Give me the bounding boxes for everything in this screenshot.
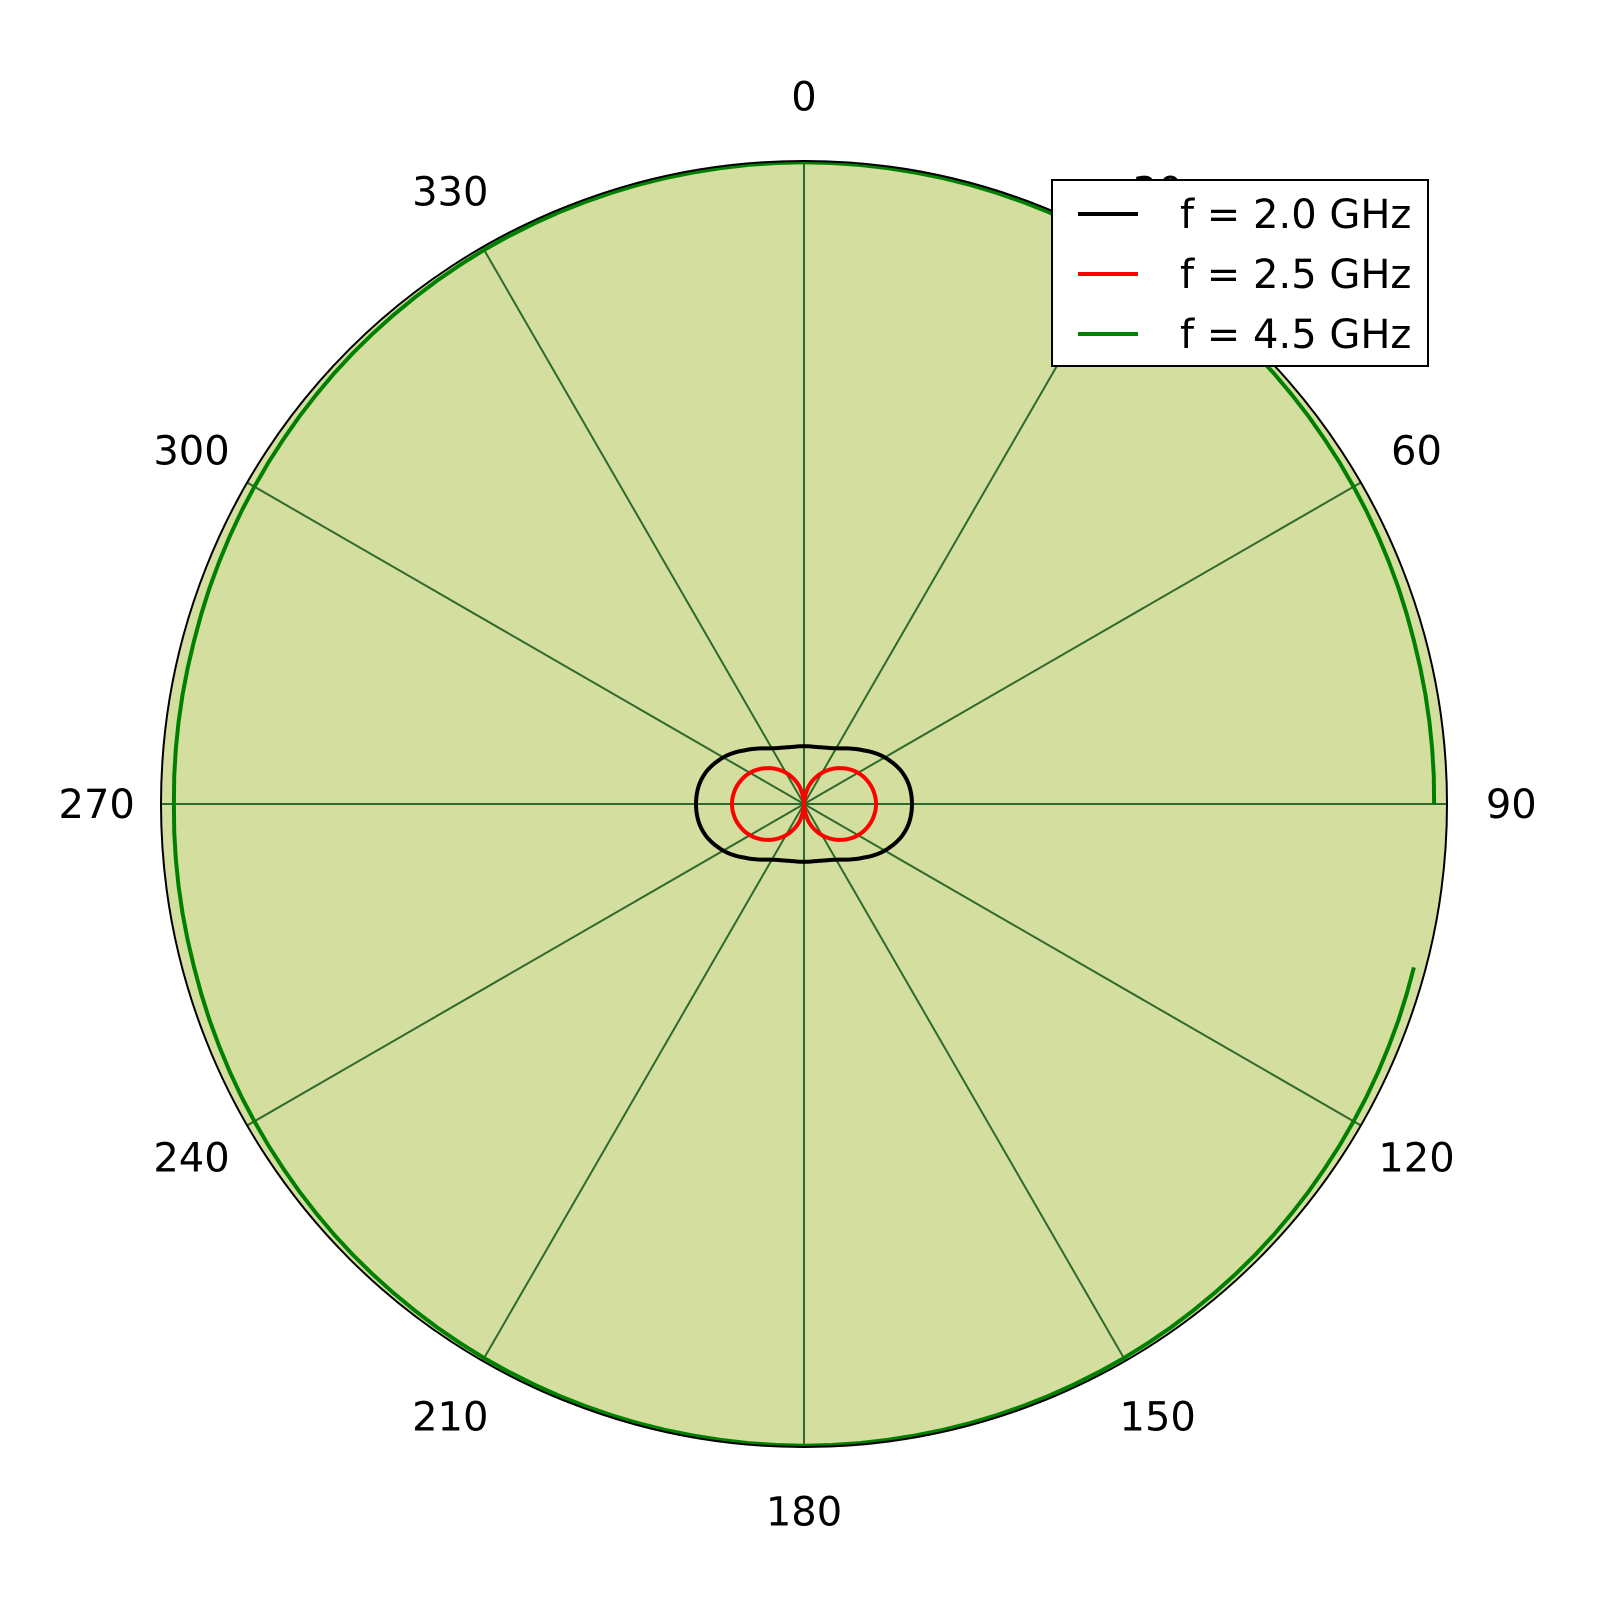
angle-tick-330: 330	[412, 170, 488, 216]
legend-label-f-2-5-ghz: f = 2.5 GHz	[1180, 252, 1411, 298]
angle-tick-180: 180	[766, 1489, 842, 1535]
angle-tick-150: 150	[1120, 1395, 1196, 1441]
angle-tick-0: 0	[791, 75, 816, 121]
angle-tick-240: 240	[153, 1136, 229, 1182]
angle-tick-60: 60	[1391, 428, 1442, 474]
angle-tick-120: 120	[1378, 1136, 1454, 1182]
legend-label-f-2-0-ghz: f = 2.0 GHz	[1180, 192, 1411, 238]
legend: f = 2.0 GHz f = 2.5 GHz f = 4.5 GHz	[1052, 180, 1428, 366]
angle-tick-300: 300	[153, 428, 229, 474]
angle-tick-270: 270	[59, 782, 135, 828]
angle-tick-90: 90	[1486, 782, 1537, 828]
legend-label-f-4-5-ghz: f = 4.5 GHz	[1180, 312, 1411, 358]
angle-tick-210: 210	[412, 1395, 488, 1441]
